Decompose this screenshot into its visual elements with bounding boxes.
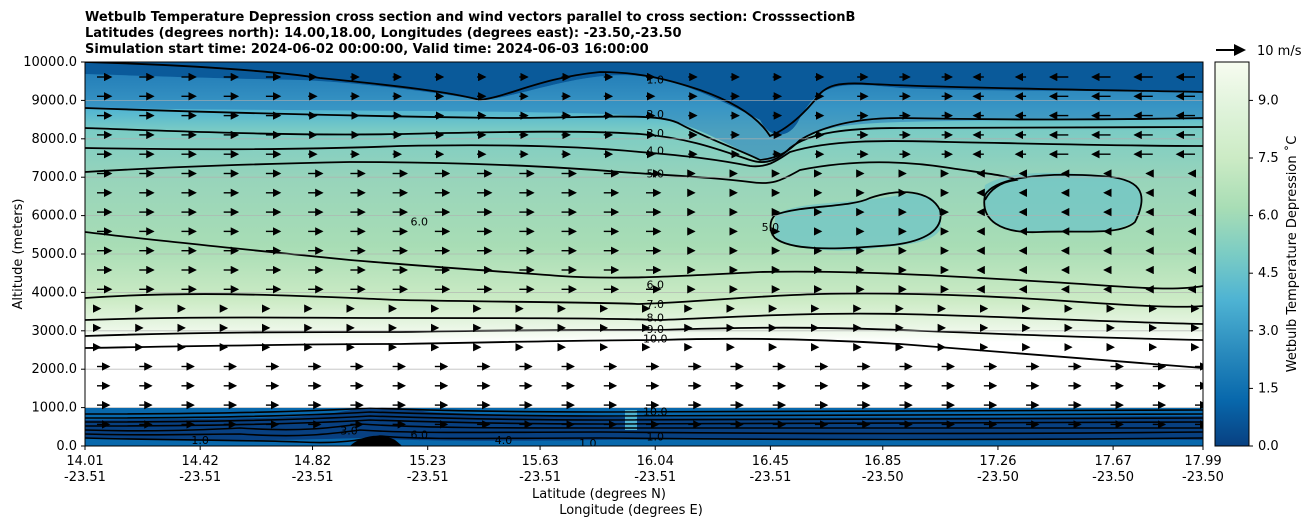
x-tick-label-lon: -23.51: [634, 470, 676, 485]
x-axis: 14.01-23.5114.42-23.5114.82-23.5115.23-2…: [64, 446, 1224, 485]
plot-area: 1.02.03.04.05.06.0 5.06.07.08.09.010.010.…: [85, 62, 1203, 450]
contour-label: 1.0: [646, 430, 664, 443]
contour-label: 5.0: [762, 221, 780, 234]
x-tick-label-lon: -23.50: [977, 470, 1019, 485]
title-line-3: Simulation start time: 2024-06-02 00:00:…: [85, 42, 649, 57]
upper-mid-region: [85, 74, 1203, 162]
wind-reference-key: 10 m/s: [1216, 44, 1302, 59]
x-tick-label-lat: 17.99: [1184, 454, 1221, 469]
colorbar-tick-label: 0.0: [1258, 439, 1279, 454]
title-line-1: Wetbulb Temperature Depression cross sec…: [85, 10, 855, 25]
title-line-2: Latitudes (degrees north): 14.00,18.00, …: [85, 26, 682, 41]
contour-10: [85, 337, 1203, 369]
x-tick-label-lon: -23.51: [64, 470, 106, 485]
x-tick-label-lat: 15.63: [521, 454, 558, 469]
y-tick-label: 2000.0: [32, 362, 78, 377]
contour-label: 5.0: [646, 167, 664, 180]
boundary-layer-contours: [85, 407, 1203, 444]
surface-blob: [350, 435, 402, 446]
colorbar-ticks: 0.0 1.5 3.0 4.5 6.0 7.5 9.0: [1249, 93, 1279, 454]
y-tick-label: 8000.0: [32, 132, 78, 147]
contour-8: [85, 312, 1203, 325]
y-axis: 0.0 1000.0 2000.0 3000.0 4000.0 5000.0 6000.0 7…: [23, 55, 85, 454]
contour-label: 2.0: [646, 108, 664, 121]
contour-5: [85, 161, 1019, 201]
y-tick-label: 3000.0: [32, 324, 78, 339]
x-tick-label-lat: 14.82: [294, 454, 331, 469]
x-tick-label-lat: 15.23: [409, 454, 446, 469]
contour-label: 10.0: [643, 405, 668, 418]
contour-label: 3.0: [340, 425, 358, 438]
y-axis-label: Altitude (meters): [11, 199, 26, 310]
wind-vectors: [93, 72, 1203, 429]
x-tick-label-lon: -23.51: [749, 470, 791, 485]
contour-9: [85, 326, 1203, 341]
contour-label: 4.0: [646, 144, 664, 157]
y-tick-label: 5000.0: [32, 247, 78, 262]
x-axis-label-lon: Longitude (degrees E): [559, 503, 703, 518]
x-tick-label-lon: -23.50: [1182, 470, 1224, 485]
contour-4: [85, 140, 1203, 168]
colorbar-tick-label: 4.5: [1258, 266, 1279, 281]
moist-pocket-region-2: [984, 172, 1142, 233]
contour-label: 7.0: [646, 298, 664, 311]
contour-label: 9.0: [646, 323, 664, 336]
contour-label: 6.0: [411, 428, 429, 441]
contour-label: 4.0: [495, 434, 513, 447]
x-tick-label-lat: 16.45: [752, 454, 789, 469]
x-tick-label-lat: 14.42: [182, 454, 219, 469]
contour-5-loop: [769, 191, 942, 250]
y-tick-label: 10000.0: [23, 55, 77, 70]
contour-label: 10.0: [643, 332, 668, 345]
gridlines: [85, 62, 1203, 446]
contour-label: 1.0: [579, 437, 597, 450]
chart-title: Wetbulb Temperature Depression cross sec…: [85, 10, 855, 57]
y-tick-label: 9000.0: [32, 93, 78, 108]
contour-7: [85, 292, 1203, 308]
colorbar-tick-label: 6.0: [1258, 209, 1279, 224]
contour-label: 6.0: [646, 279, 664, 292]
contour-3: [85, 126, 1203, 163]
colorbar-tick-label: 9.0: [1258, 93, 1279, 108]
contour-5-loop-2: [983, 173, 1143, 234]
colorbar-tick-label: 7.5: [1258, 151, 1279, 166]
y-tick-label: 6000.0: [32, 209, 78, 224]
colorbar-tick-label: 1.5: [1258, 381, 1279, 396]
x-tick-label-lat: 17.67: [1095, 454, 1132, 469]
contour-lines: [85, 62, 1203, 444]
x-tick-label-lon: -23.51: [179, 470, 221, 485]
x-tick-label-lon: -23.50: [862, 470, 904, 485]
colorbar-gradient: [1214, 61, 1250, 447]
x-tick-label-lat: 16.04: [637, 454, 674, 469]
colorbar-label: Wetbulb Temperature Depression ˚C: [1284, 136, 1300, 373]
colorbar: 0.0 1.5 3.0 4.5 6.0 7.5 9.0 Wetbulb Temperatur…: [1214, 61, 1300, 454]
x-tick-label-lat: 14.01: [66, 454, 103, 469]
contour-label: 1.0: [646, 73, 664, 86]
x-tick-label-lon: -23.51: [407, 470, 449, 485]
contour-label: 3.0: [646, 127, 664, 140]
colorbar-tick-label: 3.0: [1258, 324, 1279, 339]
y-tick-label: 7000.0: [32, 170, 78, 185]
x-tick-label-lon: -23.50: [1092, 470, 1134, 485]
upper-dry-region: [85, 62, 1203, 135]
x-tick-label-lon: -23.51: [292, 470, 334, 485]
y-tick-label: 4000.0: [32, 285, 78, 300]
contour-label: 8.0: [646, 311, 664, 324]
x-tick-label-lon: -23.51: [519, 470, 561, 485]
x-axis-label-lat: Latitude (degrees N): [532, 487, 666, 502]
y-tick-label: 1000.0: [32, 401, 78, 416]
x-tick-label-lat: 16.85: [864, 454, 901, 469]
wind-reference-label: 10 m/s: [1257, 44, 1302, 59]
y-tick-label: 0.0: [56, 439, 77, 454]
contour-1: [85, 62, 1203, 138]
contour-label: 6.0: [411, 215, 429, 228]
contour-label: 1.0: [191, 434, 209, 447]
contour-labels: 1.02.03.04.05.06.0 5.06.07.08.09.010.010.…: [191, 73, 780, 450]
x-tick-label-lat: 17.26: [979, 454, 1016, 469]
